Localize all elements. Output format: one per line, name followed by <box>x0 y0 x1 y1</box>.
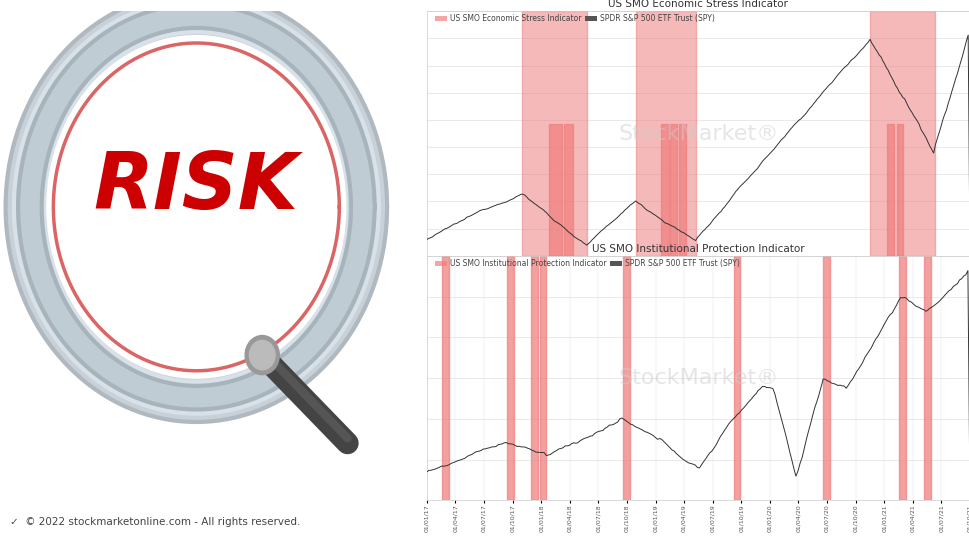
Text: ✓  © 2022 stockmarketonline.com - All rights reserved.: ✓ © 2022 stockmarketonline.com - All rig… <box>10 517 299 527</box>
Bar <box>623 256 629 501</box>
Bar <box>564 124 573 256</box>
Bar <box>868 11 934 256</box>
Bar <box>539 256 546 501</box>
Bar <box>548 124 561 256</box>
Bar <box>661 124 668 256</box>
Bar <box>733 256 739 501</box>
Bar <box>823 256 829 501</box>
Circle shape <box>249 340 275 370</box>
Text: StockMarket®: StockMarket® <box>617 124 778 143</box>
Bar <box>887 124 893 256</box>
Text: RISK: RISK <box>94 150 298 225</box>
Bar <box>442 256 448 501</box>
Bar <box>678 124 685 256</box>
Text: StockMarket®: StockMarket® <box>617 368 778 388</box>
Bar <box>895 124 902 256</box>
Bar <box>923 256 930 501</box>
Legend: US SMO Economic Stress Indicator, SPDR S&P 500 ETF Trust (SPY): US SMO Economic Stress Indicator, SPDR S… <box>432 11 717 26</box>
Bar <box>898 256 905 501</box>
Title: US SMO Economic Stress Indicator: US SMO Economic Stress Indicator <box>608 0 788 9</box>
Title: US SMO Institutional Protection Indicator: US SMO Institutional Protection Indicato… <box>591 244 804 254</box>
Bar <box>507 256 514 501</box>
Circle shape <box>245 335 279 375</box>
Legend: US SMO Institutional Protection Indicator, SPDR S&P 500 ETF Trust (SPY): US SMO Institutional Protection Indicato… <box>432 256 742 271</box>
Bar <box>521 11 586 256</box>
Circle shape <box>47 36 345 378</box>
Bar <box>636 11 695 256</box>
Bar <box>670 124 676 256</box>
Bar <box>531 256 537 501</box>
